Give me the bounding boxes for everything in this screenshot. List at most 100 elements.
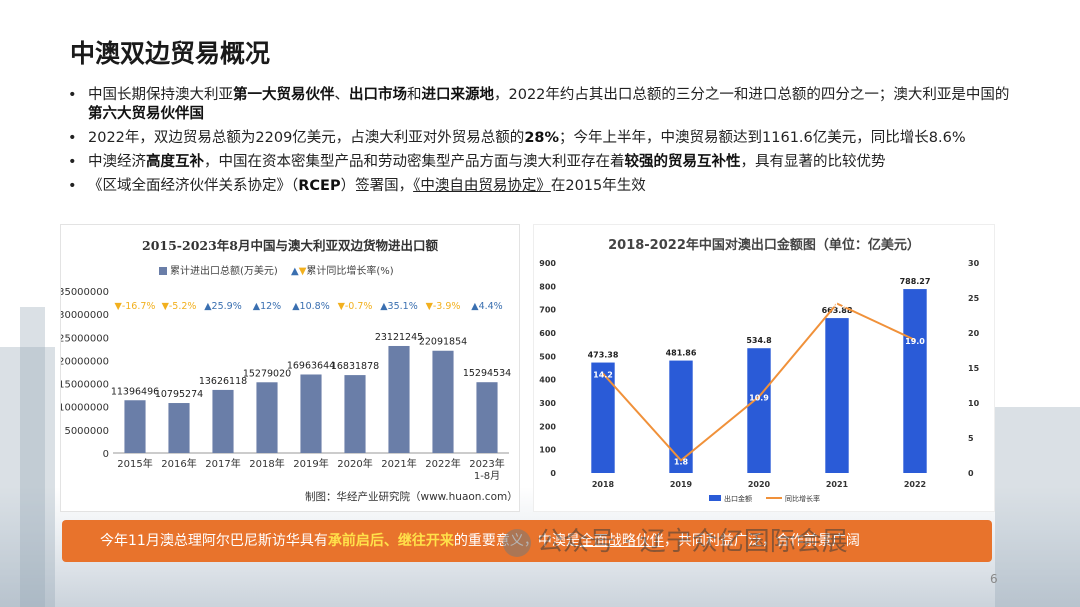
bullet-text: ，中国在资本密集型产品和劳动密集型产品方面与澳大利亚存在着 — [204, 154, 625, 170]
y-tick-label-left: 800 — [539, 282, 556, 291]
bullet-text: 进口来源地 — [421, 87, 495, 103]
y-tick-label-left: 0 — [550, 469, 556, 478]
x-tick-label: 2023年 — [469, 457, 504, 470]
y-tick-label-left: 400 — [539, 376, 556, 385]
bar — [825, 318, 849, 473]
bullet-text: 《中澳自由贸易协定》 — [413, 178, 551, 194]
bar — [344, 375, 366, 453]
bullet-text: 第一大贸易伙伴 — [233, 87, 335, 103]
wechat-logo-icon — [503, 528, 531, 557]
y-tick-label-right: 20 — [968, 329, 980, 338]
x-tick-label: 2015年 — [117, 457, 152, 470]
bar — [388, 345, 410, 453]
bullet-text: 28% — [524, 130, 560, 146]
watermark: 公众号 · 辽宁众亿国际会展 — [503, 521, 848, 558]
legend-label: 同比增长率 — [785, 494, 820, 503]
x-tick-label: 2020年 — [337, 457, 372, 470]
banner-text: 今年11月澳总理阿尔巴尼斯访华具有 — [100, 533, 328, 549]
banner-text: ，共同利益广泛，合作前景广阔 — [663, 533, 860, 549]
skyline-building — [0, 347, 55, 607]
skyline-building — [20, 307, 45, 607]
y-tick-label-left: 600 — [539, 329, 556, 338]
data-label: 11396496 — [111, 386, 159, 397]
legend-label: 累计进出口总额(万美元) — [170, 266, 278, 277]
chart-legend: 累计进出口总额(万美元) ▲▼累计同比增长率(%) — [159, 262, 394, 277]
bullet-text: 和 — [407, 87, 422, 103]
y-tick-label-right: 30 — [968, 259, 980, 268]
data-label: 10795274 — [155, 389, 203, 400]
data-label: 481.86 — [666, 349, 697, 358]
growth-label: 1.8 — [674, 457, 689, 466]
data-label: 15294534 — [463, 368, 511, 379]
y-tick-label-left: 900 — [539, 259, 556, 268]
bullet-text: 中澳经济 — [88, 154, 146, 170]
growth-label: ▲12% — [253, 301, 281, 312]
bullet-text: 中国长期保持澳大利亚 — [88, 87, 233, 103]
x-tick-label: 1-8月 — [474, 470, 500, 482]
data-label: 16831878 — [331, 361, 379, 372]
slide-title: 中澳双边贸易概况 — [70, 39, 271, 68]
bullet-text: ；今年上半年，中澳贸易额达到1161.6亿美元，同比增长8.6% — [559, 130, 966, 146]
chart-title: 2018-2022年中国对澳出口金额图（单位：亿美元） — [608, 238, 920, 253]
y-tick-label: 30000000 — [61, 310, 109, 321]
y-tick-label-left: 300 — [539, 399, 556, 408]
bar — [476, 382, 498, 453]
data-label: 16963644 — [287, 360, 335, 371]
data-label: 663.88 — [822, 306, 853, 315]
y-tick-label-left: 500 — [539, 352, 556, 361]
bar — [212, 389, 234, 453]
growth-label: ▲25.9% — [204, 301, 242, 312]
combo-chart-svg: 900 800 700 600 500 400 300 200 100 0 30 25 20 15 10 5 0… — [539, 259, 980, 503]
bar — [124, 400, 146, 453]
page-number: 6 — [990, 572, 998, 586]
x-tick-label: 2018 — [592, 480, 615, 489]
x-tick-label: 2022 — [904, 480, 926, 489]
x-tick-label: 2016年 — [161, 457, 196, 470]
bullet-text: ，具有显著的比较优势 — [740, 154, 886, 170]
y-tick-label-left: 200 — [539, 422, 556, 431]
growth-label: 19.0 — [905, 337, 925, 346]
legend-label: 出口金额 — [724, 494, 752, 503]
banner-text: 全面战略伙伴 — [579, 533, 664, 549]
growth-label: ▼-5.2% — [162, 301, 197, 312]
y-tick-label-right: 15 — [968, 364, 980, 373]
growth-label: 24.2 — [827, 301, 847, 310]
bullet-list: 中国长期保持澳大利亚第一大贸易伙伴、出口市场和进口来源地，2022年约占其出口总… — [66, 86, 1016, 201]
y-tick-label: 25000000 — [61, 333, 109, 344]
x-tick-label: 2021 — [826, 480, 849, 489]
bar — [168, 403, 190, 453]
growth-label: ▼-16.7% — [115, 301, 156, 312]
x-tick-label: 2021年 — [381, 457, 416, 470]
bullet-text: 高度互补 — [146, 154, 204, 170]
skyline-building — [995, 407, 1080, 607]
y-tick-label-left: 100 — [539, 446, 556, 455]
bullet-text: 在2015年生效 — [550, 178, 646, 194]
x-tick-label: 2018年 — [249, 457, 284, 470]
down-triangle-icon: ▼ — [298, 266, 307, 277]
bar — [432, 350, 454, 453]
watermark-text: 公众号 · 辽宁众亿国际会展 — [537, 527, 848, 557]
bullet-text: 出口市场 — [349, 87, 407, 103]
bullet-item: 《区域全面经济伙伴关系协定》（RCEP）签署国，《中澳自由贸易协定》在2015年… — [66, 177, 1016, 196]
y-tick-label: 10000000 — [61, 403, 109, 414]
bar — [903, 289, 927, 473]
data-label: 534.8 — [746, 336, 772, 345]
growth-label: ▼-3.9% — [426, 301, 461, 312]
bar-chart-svg: 35000000 30000000 25000000 20000000 15000000… — [61, 287, 511, 482]
data-label: 23121245 — [375, 332, 423, 343]
legend-bar-swatch — [159, 267, 167, 275]
up-triangle-icon: ▲ — [291, 266, 299, 277]
y-tick-label-right: 10 — [968, 399, 980, 408]
data-label: 22091854 — [419, 337, 467, 348]
x-tick-label: 2017年 — [205, 457, 240, 470]
y-tick-label-right: 25 — [968, 294, 980, 303]
bar — [747, 348, 771, 473]
bullet-text: 较强的贸易互补性 — [624, 154, 741, 170]
bar — [256, 382, 278, 453]
bullet-item: 中国长期保持澳大利亚第一大贸易伙伴、出口市场和进口来源地，2022年约占其出口总… — [66, 86, 1016, 124]
bullet-text: 2022年，双边贸易总额为2209亿美元，占澳大利亚对外贸易总额的 — [88, 130, 525, 146]
legend-label: 累计同比增长率(%) — [306, 266, 394, 277]
y-tick-label: 15000000 — [61, 380, 109, 391]
y-tick-label-right: 5 — [968, 434, 974, 443]
bullet-text: ）签署国， — [340, 178, 414, 194]
